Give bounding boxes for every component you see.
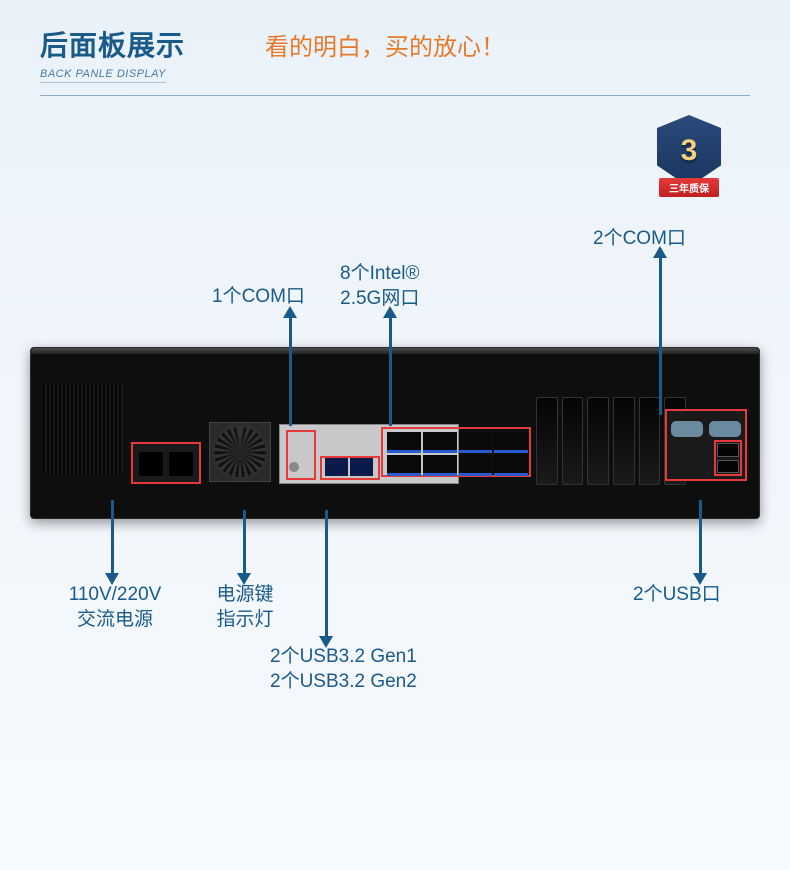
device-back-panel — [30, 347, 760, 519]
tagline: 看的明白，买的放心！ — [265, 27, 505, 62]
warranty-badge: 3 三年质保 — [650, 115, 728, 203]
ethernet-ports — [385, 430, 530, 478]
arrow-head-icon — [653, 246, 667, 258]
label-usb32: 2个USB3.2 Gen1 2个USB3.2 Gen2 — [270, 645, 417, 694]
psu-fan-icon — [209, 422, 271, 482]
label-ethernet: 8个Intel® 2.5G网口 — [340, 262, 419, 311]
arrow-head-icon — [319, 636, 333, 648]
arrow-usb — [699, 500, 702, 575]
header-divider — [40, 95, 750, 96]
header-block: 后面板展示 看的明白，买的放心！ BACK PANLE DISPLAY — [0, 0, 790, 91]
arrow-usb32 — [325, 510, 328, 638]
com-usb-area — [665, 409, 747, 481]
arrow-power — [111, 500, 114, 575]
highlight-usb2 — [714, 440, 742, 476]
arrow-head-icon — [105, 573, 119, 585]
label-usb: 2个USB口 — [633, 583, 721, 608]
power-button-area — [287, 458, 317, 480]
expansion-slots — [536, 397, 686, 485]
arrow-com2 — [659, 256, 662, 415]
vent-icon — [43, 384, 123, 474]
arrow-head-icon — [237, 573, 251, 585]
arrow-head-icon — [283, 306, 297, 318]
label-power-button: 电源键 指示灯 — [200, 583, 290, 632]
db9-port-icon — [671, 421, 703, 437]
arrow-com1 — [289, 316, 292, 426]
title-en: BACK PANLE DISPLAY — [40, 68, 166, 83]
arrow-pwbtn — [243, 510, 246, 575]
arrow-head-icon — [693, 573, 707, 585]
label-com2: 2个COM口 — [593, 227, 686, 252]
badge-text: 三年质保 — [659, 178, 719, 197]
badge-number: 3 — [681, 134, 698, 168]
usb32-ports — [325, 458, 373, 476]
ac-power-inlet — [131, 442, 201, 484]
arrow-head-icon — [383, 306, 397, 318]
label-power: 110V/220V 交流电源 — [55, 583, 175, 632]
title-cn: 后面板展示 — [40, 24, 185, 64]
arrow-eth — [389, 316, 392, 426]
db9-port-icon — [709, 421, 741, 437]
